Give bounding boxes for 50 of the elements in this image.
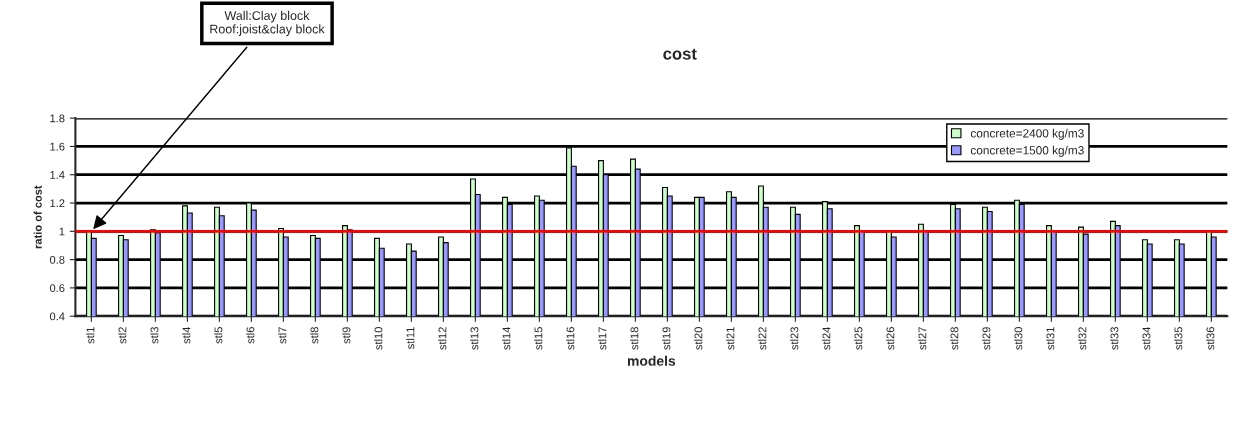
x-tick-label: stl14 — [502, 326, 511, 350]
y-tick-label: 1 — [59, 227, 65, 236]
x-tick-label: stl10 — [374, 327, 383, 350]
y-tick-label: 1.2 — [50, 199, 65, 208]
x-tick-label: stl28 — [950, 327, 959, 350]
x-tick-label: stl32 — [1078, 327, 1087, 350]
x-tick-label: stl24 — [822, 326, 831, 350]
x-tick-label: stl5 — [214, 327, 223, 344]
y-tick-label: 0.4 — [49, 312, 65, 321]
x-tick-label: stl12 — [438, 327, 447, 350]
x-tick-label: stl31 — [1046, 327, 1055, 350]
x-tick-label: stl35 — [1174, 327, 1183, 350]
x-tick-label: stl34 — [1142, 326, 1151, 350]
y-tick-label: 1.8 — [50, 114, 65, 123]
x-tick-label: stl11 — [406, 327, 415, 349]
x-tick-label: stl1 — [86, 327, 95, 344]
x-tick-label: stl4 — [182, 326, 191, 344]
x-tick-label: stl19 — [662, 327, 671, 350]
x-tick-label: stl26 — [886, 327, 895, 350]
x-tick-label: stl18 — [630, 327, 639, 350]
x-tick-label: stl17 — [598, 327, 607, 350]
x-tick-label: stl6 — [246, 327, 255, 344]
x-tick-label: stl27 — [918, 327, 927, 350]
x-tick-label: stl7 — [278, 327, 287, 344]
y-tick-label: 1.6 — [50, 142, 65, 151]
x-tick-label: stl8 — [310, 327, 319, 344]
x-tick-label: stl25 — [854, 327, 863, 350]
x-tick-label: stl9 — [342, 327, 351, 344]
y-axis-title: ratio of cost — [33, 185, 42, 249]
legend-label: concrete=1500 kg/m3 — [970, 145, 1084, 157]
chart-title: cost — [663, 48, 697, 60]
x-tick-label: stl23 — [790, 327, 799, 350]
x-tick-label: stl22 — [758, 327, 767, 350]
x-tick-label: stl21 — [726, 327, 735, 350]
x-tick-label: stl15 — [534, 327, 543, 350]
legend-label: concrete=2400 kg/m3 — [970, 128, 1084, 140]
x-tick-label: stl29 — [982, 327, 991, 350]
y-tick-label: 1.4 — [50, 171, 65, 179]
y-tick-label: 0.8 — [49, 255, 65, 264]
x-tick-label: stl36 — [1206, 327, 1215, 350]
x-axis-title: models — [627, 355, 676, 366]
x-tick-label: stl30 — [1014, 327, 1023, 350]
y-tick-label: 0.6 — [49, 284, 65, 293]
x-tick-label: stl3 — [150, 327, 159, 344]
x-tick-label: stl16 — [566, 327, 575, 350]
annotation: Wall:Clay block Roof:joist&clay block — [210, 10, 325, 36]
x-tick-label: stl33 — [1110, 327, 1119, 350]
x-tick-label: stl20 — [694, 327, 703, 350]
x-tick-label: stl13 — [470, 327, 479, 350]
x-tick-label: stl2 — [118, 327, 127, 344]
